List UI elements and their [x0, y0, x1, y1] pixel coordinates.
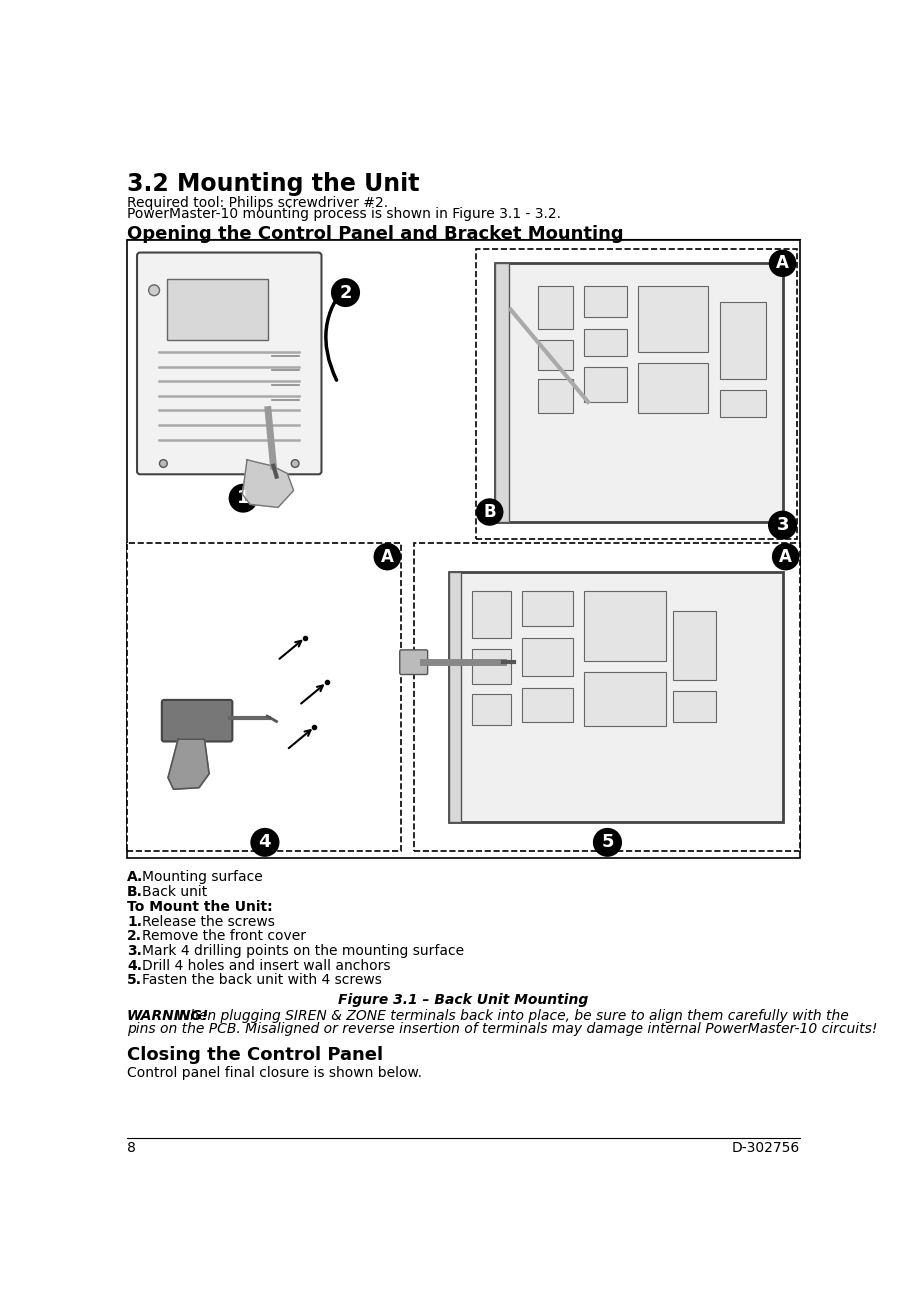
Circle shape — [332, 280, 358, 306]
Bar — [448, 572, 461, 822]
Bar — [719, 390, 766, 417]
Bar — [583, 367, 626, 402]
Bar — [448, 572, 782, 822]
Text: Remove the front cover: Remove the front cover — [143, 929, 306, 943]
Bar — [414, 543, 799, 851]
Bar — [495, 263, 508, 522]
Text: A: A — [778, 548, 791, 565]
Text: B.: B. — [126, 885, 143, 898]
Polygon shape — [168, 739, 209, 789]
Circle shape — [769, 251, 794, 276]
Circle shape — [148, 285, 159, 295]
Text: Opening the Control Panel and Bracket Mounting: Opening the Control Panel and Bracket Mo… — [126, 224, 623, 242]
Text: A: A — [776, 254, 788, 272]
Text: 1: 1 — [237, 489, 249, 507]
Bar — [475, 249, 796, 539]
Text: PowerMaster-10 mounting process is shown in Figure 3.1 - 3.2.: PowerMaster-10 mounting process is shown… — [126, 207, 561, 222]
Bar — [522, 591, 572, 626]
Bar — [522, 638, 572, 677]
Text: 4.: 4. — [126, 959, 142, 972]
Bar — [522, 688, 572, 722]
Text: 3.: 3. — [126, 943, 142, 958]
Text: 5: 5 — [600, 833, 613, 851]
Text: Release the screws: Release the screws — [143, 915, 275, 929]
Circle shape — [772, 544, 797, 569]
Bar — [719, 302, 766, 378]
Bar — [583, 591, 665, 661]
Text: To Mount the Unit:: To Mount the Unit: — [126, 901, 273, 914]
Bar — [126, 240, 799, 858]
Text: Mounting surface: Mounting surface — [143, 870, 263, 884]
Text: Figure 3.1 – Back Unit Mounting: Figure 3.1 – Back Unit Mounting — [338, 993, 588, 1007]
Bar — [673, 692, 715, 722]
Bar — [471, 591, 510, 638]
Text: Fasten the back unit with 4 screws: Fasten the back unit with 4 screws — [143, 973, 382, 988]
Text: 8: 8 — [126, 1140, 135, 1155]
Bar — [673, 610, 715, 680]
Text: Drill 4 holes and insert wall anchors: Drill 4 holes and insert wall anchors — [143, 959, 390, 972]
Bar — [638, 363, 707, 413]
Text: B: B — [483, 503, 496, 521]
Text: 2.: 2. — [126, 929, 142, 943]
Text: A: A — [380, 548, 394, 565]
Bar — [583, 673, 665, 726]
Circle shape — [251, 829, 278, 855]
Bar — [495, 263, 782, 522]
Text: 2: 2 — [339, 284, 351, 302]
Bar — [583, 286, 626, 318]
FancyBboxPatch shape — [162, 700, 232, 741]
Text: Closing the Control Panel: Closing the Control Panel — [126, 1046, 383, 1064]
Text: 3.2 Mounting the Unit: 3.2 Mounting the Unit — [126, 172, 419, 197]
Circle shape — [375, 544, 399, 569]
FancyBboxPatch shape — [137, 253, 321, 474]
Polygon shape — [242, 460, 293, 508]
Text: A.: A. — [126, 870, 143, 884]
Text: Back unit: Back unit — [143, 885, 208, 898]
Text: Mark 4 drilling points on the mounting surface: Mark 4 drilling points on the mounting s… — [143, 943, 464, 958]
Text: 1.: 1. — [126, 915, 142, 929]
Text: 5.: 5. — [126, 973, 142, 988]
Bar — [471, 649, 510, 684]
Circle shape — [593, 829, 620, 855]
Bar — [537, 341, 572, 369]
Text: When plugging SIREN & ZONE terminals back into place, be sure to align them care: When plugging SIREN & ZONE terminals bac… — [172, 1010, 848, 1024]
Bar — [126, 543, 401, 851]
Text: pins on the PCB. Misaligned or reverse insertion of terminals may damage interna: pins on the PCB. Misaligned or reverse i… — [126, 1021, 877, 1036]
Bar — [471, 693, 510, 724]
Circle shape — [291, 460, 299, 468]
Bar — [167, 279, 267, 341]
Text: Control panel final closure is shown below.: Control panel final closure is shown bel… — [126, 1067, 422, 1081]
Circle shape — [477, 500, 501, 525]
Bar — [537, 378, 572, 413]
Text: Required tool: Philips screwdriver #2.: Required tool: Philips screwdriver #2. — [126, 196, 387, 210]
Text: D-302756: D-302756 — [731, 1140, 799, 1155]
Circle shape — [768, 512, 795, 538]
Bar — [537, 286, 572, 329]
Bar — [638, 286, 707, 353]
Text: 4: 4 — [258, 833, 271, 851]
Text: 3: 3 — [776, 516, 788, 534]
Bar — [583, 329, 626, 355]
Circle shape — [159, 460, 167, 468]
Text: WARNING!: WARNING! — [126, 1010, 209, 1024]
Circle shape — [229, 485, 256, 511]
FancyBboxPatch shape — [399, 649, 427, 674]
